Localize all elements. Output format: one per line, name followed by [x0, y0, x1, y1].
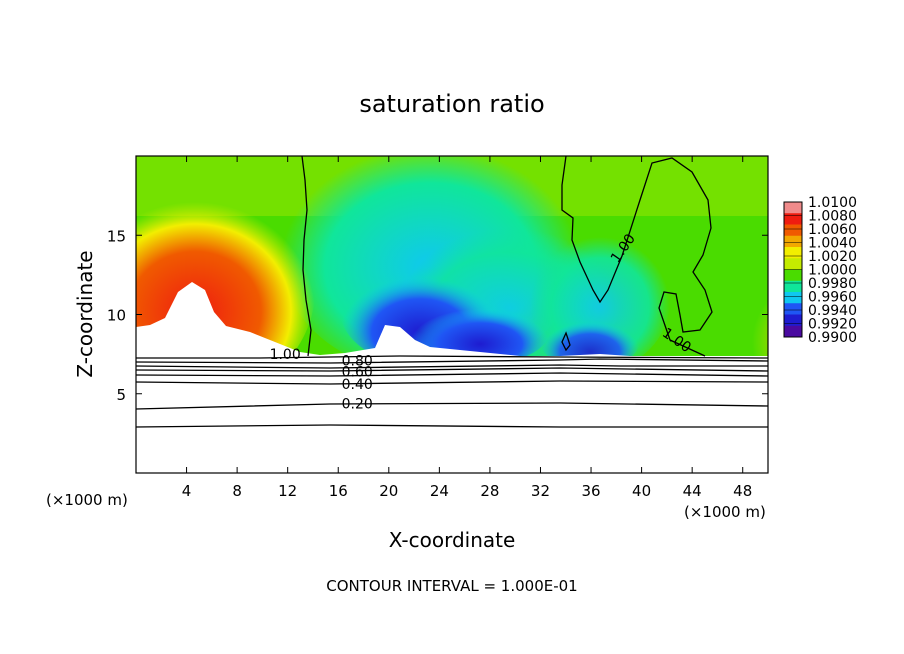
y-axis-label: Z-coordinate — [73, 250, 97, 377]
x-tick-label: 16 — [329, 482, 348, 500]
x-axis-label: X-coordinate — [389, 528, 516, 552]
x-unit-right: (×1000 m) — [684, 503, 766, 521]
contour-label: 1.00 — [270, 347, 301, 363]
colorbar-label: 1.0020 — [808, 249, 857, 265]
colorbar-label: 0.9920 — [808, 317, 857, 333]
colorbar-band — [784, 269, 802, 282]
colorbar-band — [784, 325, 802, 338]
colorbar-band — [784, 258, 802, 270]
chart-title: saturation ratio — [359, 90, 544, 118]
contour-interval-footer: CONTOUR INTERVAL = 1.000E-01 — [326, 577, 577, 595]
x-tick-label: 32 — [531, 482, 550, 500]
colorbar-band — [784, 247, 802, 259]
y-tick-label: 10 — [107, 307, 126, 325]
colorbar-band — [784, 235, 802, 248]
colorbar-label: 0.9980 — [808, 276, 857, 292]
contour-label: 0.40 — [342, 377, 373, 393]
contour-lines — [136, 156, 768, 428]
x-tick-label: 48 — [733, 482, 752, 500]
y-tick-label: 15 — [107, 227, 126, 245]
contour-label: 0.60 — [342, 365, 373, 381]
colorbar-label: 1.0000 — [808, 263, 857, 279]
colorbar-label: 1.0040 — [808, 236, 857, 252]
x-tick-label: 24 — [430, 482, 449, 500]
x-tick-label: 40 — [632, 482, 651, 500]
colorbar-label: 1.0080 — [808, 209, 857, 225]
colorbar-band — [784, 314, 802, 327]
contour-label: 0.80 — [342, 353, 373, 369]
colorbar-label: 1.0060 — [808, 222, 857, 238]
contour-field — [136, 156, 768, 473]
x-tick-label: 8 — [232, 482, 242, 500]
colorbar-band — [784, 280, 802, 293]
x-unit-left: (×1000 m) — [46, 491, 128, 509]
y-tick-label: 5 — [116, 386, 126, 404]
colorbar-label: 1.0100 — [808, 195, 857, 211]
x-tick-label: 4 — [182, 482, 192, 500]
colorbar-label: 0.9940 — [808, 303, 857, 319]
x-tick-label: 44 — [683, 482, 702, 500]
colorbar-band — [784, 292, 802, 304]
colorbar: 1.01001.00801.00601.00401.00201.00000.99… — [783, 195, 857, 346]
x-tick-label: 36 — [581, 482, 600, 500]
colorbar-band — [784, 213, 802, 225]
colorbar-band — [784, 303, 802, 315]
colorbar-band — [784, 224, 802, 237]
x-tick-label: 20 — [379, 482, 398, 500]
colorbar-label: 0.9900 — [808, 330, 857, 346]
x-tick-label: 12 — [278, 482, 297, 500]
colorbar-band — [784, 202, 802, 214]
x-tick-label: 28 — [480, 482, 499, 500]
colorbar-label: 0.9960 — [808, 290, 857, 306]
contour-label: 0.20 — [342, 396, 373, 412]
